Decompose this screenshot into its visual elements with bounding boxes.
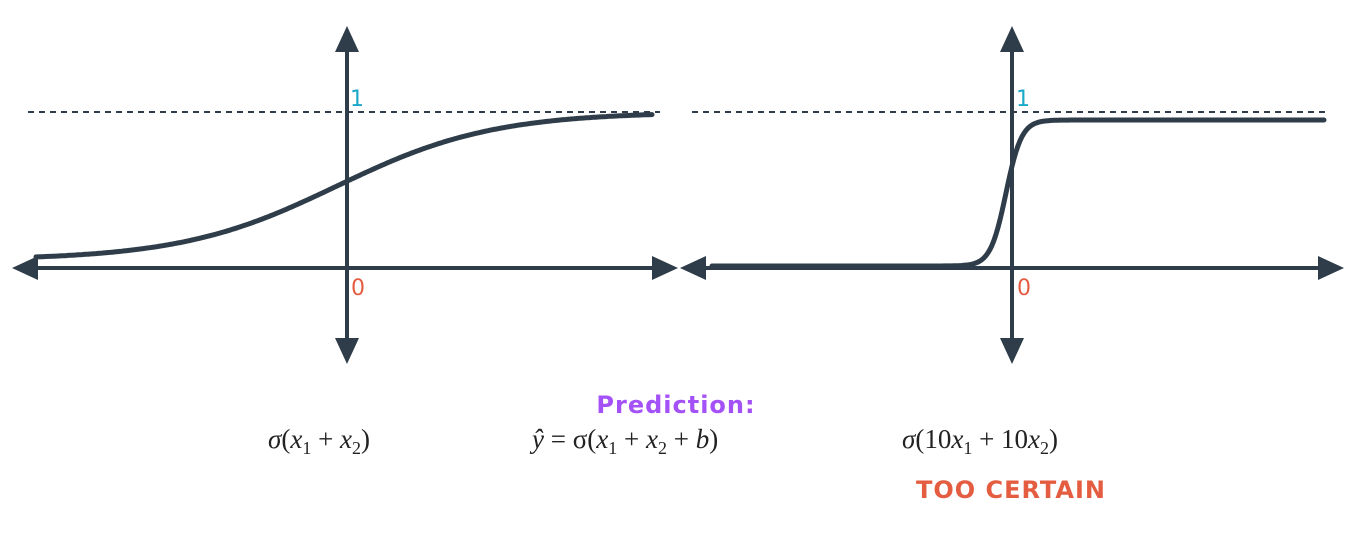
prediction-b: b [696, 424, 710, 454]
right-sigmoid-curve [709, 117, 1327, 269]
left-formula-sigma: σ [268, 424, 283, 454]
right-formula-close: ) [1049, 424, 1058, 454]
prediction-x2: x [645, 424, 658, 454]
prediction-plus2: + [667, 424, 696, 454]
right-formula-open: (10 [915, 424, 951, 454]
prediction-x1: x [595, 424, 608, 454]
left-formula-sub2: 2 [352, 438, 361, 458]
left-one-label: 1 [350, 87, 364, 112]
right-formula-sub2: 2 [1040, 438, 1049, 458]
right-formula-x2: x [1027, 424, 1040, 454]
right-zero-label: 0 [1017, 276, 1031, 301]
left-x-axis-arrow-left [12, 256, 38, 280]
prediction-close: ) [709, 424, 718, 454]
prediction-formula: ŷ = σ(x1 + x2 + b) [529, 424, 718, 458]
left-formula-plus: + [311, 424, 340, 454]
left-formula-x2: x [339, 424, 352, 454]
right-x-axis-arrow-left [680, 256, 706, 280]
prediction-sub2: 2 [658, 438, 667, 458]
right-formula-sigma: σ [902, 424, 917, 454]
left-formula-open: ( [281, 424, 290, 454]
left-formula-close: ) [361, 424, 370, 454]
left-formula-sub1: 1 [302, 438, 311, 458]
left-zero-label: 0 [351, 276, 365, 301]
left-y-axis-arrow-down [335, 338, 359, 364]
prediction-sub1: 1 [608, 438, 617, 458]
left-plot: 1 0 [12, 26, 678, 364]
right-formula-plus: + 10 [972, 424, 1028, 454]
right-y-axis-arrow-up [1000, 26, 1024, 52]
right-x-axis-arrow-right [1318, 256, 1344, 280]
right-one-label: 1 [1016, 87, 1030, 112]
prediction-title: Prediction: [596, 391, 755, 419]
prediction-yhat: ŷ [529, 424, 544, 454]
right-formula-sub1: 1 [963, 438, 972, 458]
prediction-eq: = σ( [544, 424, 596, 454]
right-formula: σ(10x1 + 10x2) [902, 424, 1058, 458]
prediction-plus1: + [617, 424, 646, 454]
right-plot: 1 0 [680, 26, 1344, 364]
left-x-axis-arrow-right [652, 256, 678, 280]
right-y-axis-arrow-down [1000, 338, 1024, 364]
too-certain-caption: TOO CERTAIN [916, 476, 1106, 504]
left-sigmoid-curve [33, 112, 655, 260]
left-y-axis-arrow-up [335, 26, 359, 52]
left-formula: σ(x1 + x2) [268, 424, 370, 458]
right-formula-x1: x [950, 424, 963, 454]
left-formula-x1: x [289, 424, 302, 454]
